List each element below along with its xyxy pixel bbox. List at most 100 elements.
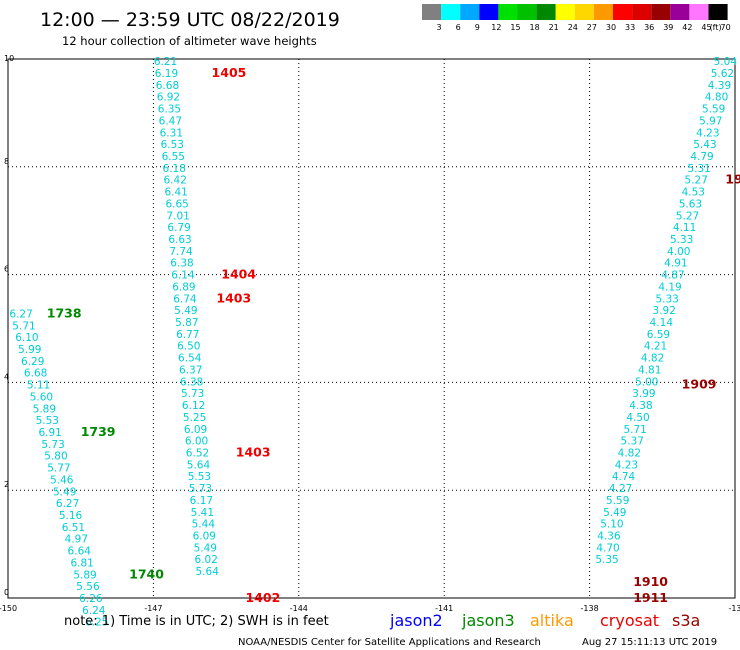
wave-height-point: 5.53 xyxy=(188,471,211,483)
colorbar-label: 15 xyxy=(510,23,520,32)
legend-entry: jason3 xyxy=(461,611,515,630)
colorbar-swatch xyxy=(593,4,613,20)
wave-height-point: 6.00 xyxy=(185,436,208,448)
wave-height-point: 4.38 xyxy=(629,400,652,412)
colorbar-label: 9 xyxy=(475,23,480,32)
wave-height-point: 7.01 xyxy=(166,210,189,222)
wave-height-point: 6.38 xyxy=(170,258,193,270)
wave-height-point: 5.62 xyxy=(711,68,734,80)
wave-height-point: 6.12 xyxy=(182,400,205,412)
colorbar-swatch xyxy=(422,4,442,20)
wave-height-point: 4.36 xyxy=(597,530,621,542)
colorbar-unit: (ft) xyxy=(710,23,722,32)
wave-height-point: 5.60 xyxy=(30,391,53,403)
wave-height-point: 5.71 xyxy=(623,424,646,436)
legend-entry: s3a xyxy=(672,611,700,630)
wave-height-point: 5.27 xyxy=(676,210,699,222)
colorbar-label: 70 xyxy=(721,23,731,32)
wave-height-point: 6.27 xyxy=(56,498,79,510)
pass-time-label: 1405 xyxy=(212,65,247,80)
wave-height-point: 6.02 xyxy=(195,554,218,566)
wave-height-point: 6.68 xyxy=(24,368,47,380)
wave-height-point: 4.11 xyxy=(673,222,696,234)
pass-time-label: 1740 xyxy=(129,566,164,581)
wave-height-point: 5.41 xyxy=(191,507,214,519)
wave-height-point: 4.74 xyxy=(612,471,636,483)
colorbar-swatch xyxy=(460,4,480,20)
colorbar-label: 12 xyxy=(491,23,501,32)
wave-height-point: 4.82 xyxy=(618,447,641,459)
wave-height-point: 6.17 xyxy=(190,495,213,507)
chart-subtitle: 12 hour collection of altimeter wave hei… xyxy=(62,34,317,48)
wave-height-point: 6.79 xyxy=(167,222,190,234)
wave-height-point: 5.80 xyxy=(44,451,67,463)
legend-entry: altika xyxy=(530,611,574,630)
colorbar-swatch xyxy=(670,4,690,20)
wave-height-point: 5.00 xyxy=(635,376,658,388)
wave-height-point: 5.46 xyxy=(50,474,74,486)
wave-height-point: 6.24 xyxy=(82,605,106,617)
wave-height-point: 6.74 xyxy=(173,293,197,305)
wave-height-point: 6.68 xyxy=(156,80,179,92)
x-tick-label: -144 xyxy=(290,604,308,613)
colorbar-swatch xyxy=(536,4,556,20)
wave-height-point: 5.77 xyxy=(47,463,70,475)
pass-time-label: 1404 xyxy=(221,267,256,282)
wave-height-point: 5.73 xyxy=(41,439,64,451)
wave-height-point: 6.53 xyxy=(161,139,184,151)
wave-height-point: 7.74 xyxy=(169,246,193,258)
wave-height-point: 6.50 xyxy=(177,341,200,353)
footer-credit: NOAA/NESDIS Center for Satellite Applica… xyxy=(238,637,541,648)
colorbar-swatch xyxy=(708,4,728,20)
wave-height-point: 5.25 xyxy=(183,412,206,424)
colorbar-label: 18 xyxy=(530,23,540,32)
wave-height-point: 5.89 xyxy=(73,569,96,581)
pass-time-label: 1909 xyxy=(682,377,717,392)
y-tick-label: 2 xyxy=(4,480,9,489)
wave-height-point: 6.29 xyxy=(21,356,44,368)
y-tick-label: 8 xyxy=(4,157,9,166)
wave-height-point: 4.97 xyxy=(65,534,88,546)
wave-height-point: 6.92 xyxy=(157,92,180,104)
wave-height-point: 5.33 xyxy=(670,234,693,246)
wave-height-point: 6.27 xyxy=(9,308,32,320)
wave-height-point: 5.49 xyxy=(194,542,217,554)
wave-height-point: 6.38 xyxy=(180,376,203,388)
colorbar-swatch xyxy=(498,4,518,20)
wave-height-point: 4.21 xyxy=(644,341,667,353)
wave-height-point: 6.26 xyxy=(79,593,103,605)
x-tick-label: -147 xyxy=(144,604,162,613)
wave-height-point: 6.09 xyxy=(193,530,216,542)
colorbar-swatch xyxy=(689,4,709,20)
y-tick-label: 0 xyxy=(4,588,9,597)
wave-height-point: 5.37 xyxy=(621,436,644,448)
wave-height-point: 5.43 xyxy=(693,139,716,151)
wave-height-point: 4.70 xyxy=(596,542,619,554)
wave-height-point: 6.37 xyxy=(179,364,202,376)
wave-height-point: 6.25 xyxy=(85,617,108,629)
wave-height-point: 6.81 xyxy=(70,557,93,569)
wave-height-point: 6.41 xyxy=(164,187,187,199)
wave-height-point: 5.16 xyxy=(59,510,83,522)
wave-height-point: 5.49 xyxy=(174,305,197,317)
wave-height-point: 6.14 xyxy=(171,270,195,282)
wave-height-point: 4.81 xyxy=(638,364,661,376)
wave-height-point: 6.89 xyxy=(172,281,195,293)
colorbar-swatch xyxy=(555,4,575,20)
satellite-legend: jason2 jason3 altika cryosat s3a xyxy=(389,611,700,630)
wave-height-point: 5.71 xyxy=(12,320,35,332)
pass-time-label: 1738 xyxy=(47,305,82,320)
wave-height-point: 5.49 xyxy=(53,486,76,498)
wave-height-point: 5.33 xyxy=(655,293,678,305)
footer-note: note: 1) Time is in UTC; 2) SWH is in fe… xyxy=(64,614,329,629)
wave-height-point: 4.00 xyxy=(667,246,690,258)
wave-height-point: 5.59 xyxy=(702,104,725,116)
wave-height-point: 6.31 xyxy=(160,127,183,139)
wave-height-point: 6.91 xyxy=(38,427,61,439)
wave-height-point: 5.49 xyxy=(603,507,626,519)
plot-frame xyxy=(7,58,736,599)
colorbar-swatch xyxy=(651,4,671,20)
wave-height-point: 6.47 xyxy=(159,115,182,127)
